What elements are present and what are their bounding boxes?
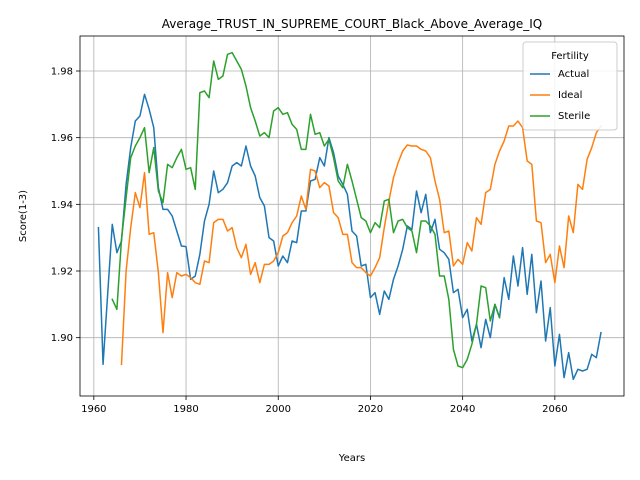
x-tick-label: 2060 <box>542 404 567 415</box>
x-tick-label: 1960 <box>81 404 106 415</box>
y-tick-label: 1.90 <box>51 333 73 344</box>
y-tick-label: 1.94 <box>51 200 73 211</box>
series-line-ideal <box>120 120 602 366</box>
x-tick-label: 2020 <box>358 404 383 415</box>
x-axis: 1960 1980 2000 2020 2040 2060 <box>81 396 568 415</box>
plot-frame <box>79 35 625 397</box>
legend-label-actual: Actual <box>558 69 589 80</box>
y-axis: 1.90 1.92 1.94 1.96 1.98 <box>51 67 80 344</box>
x-tick-label: 2040 <box>450 404 475 415</box>
x-tick-label: 2000 <box>266 404 291 415</box>
y-tick-label: 1.98 <box>51 67 73 78</box>
legend-label-ideal: Ideal <box>558 90 582 101</box>
legend-box <box>522 41 618 131</box>
y-tick-label: 1.92 <box>51 267 73 278</box>
series-line-sterile <box>111 51 501 369</box>
x-tick-label: 1980 <box>173 404 198 415</box>
y-tick-label: 1.96 <box>51 133 73 144</box>
series-line-actual <box>97 93 602 381</box>
legend-label-sterile: Sterile <box>558 111 590 122</box>
x-axis-label: Years <box>338 453 365 464</box>
legend-title: Fertility <box>551 51 589 62</box>
y-axis-label: Score(1-3) <box>18 190 29 242</box>
legend: Fertility Actual Ideal Sterile <box>522 41 618 131</box>
series-layer <box>97 51 602 381</box>
legend-entries: Actual Ideal Sterile <box>530 69 590 122</box>
chart-title: Average_TRUST_IN_SUPREME_COURT_Black_Abo… <box>162 17 542 31</box>
